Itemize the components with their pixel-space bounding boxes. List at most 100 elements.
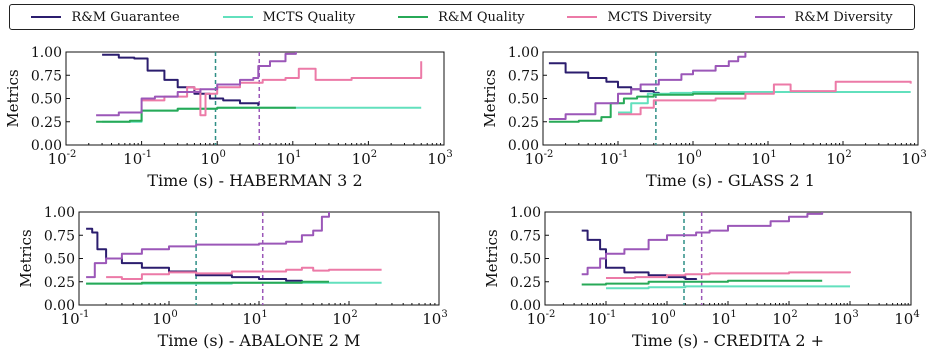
y-tick-label: 1.00 [44, 205, 75, 221]
x-tick-exponent: 1 [770, 149, 776, 160]
x-tick-exponent: -2 [67, 149, 77, 160]
y-tick-label: 0.25 [510, 275, 541, 291]
y-tick-label: 0.00 [508, 138, 539, 154]
x-tick-exponent: 1 [261, 309, 267, 320]
x-axis-label: Time (s) - ABALONE 2 M [158, 331, 361, 349]
series-line-r-m-guarantee [86, 227, 303, 282]
x-tick-exponent: 0 [669, 309, 675, 320]
series-line-r-m-quality [548, 92, 746, 123]
y-tick-label: 0.75 [31, 68, 62, 84]
x-tick-label: 100 [152, 309, 177, 328]
y-tick-label: 0.50 [510, 252, 541, 268]
legend-item-rm-diversity: R&M Diversity [754, 9, 893, 25]
x-tick-label: 101 [711, 309, 736, 328]
series-line-r-m-guarantee [548, 62, 660, 94]
legend-label: R&M Quality [438, 9, 525, 25]
x-tick-label: 101 [751, 149, 776, 168]
y-tick-label: 0.75 [508, 68, 539, 84]
legend-label: MCTS Quality [262, 9, 356, 25]
x-axis-label: Time (s) - HABERMAN 3 2 [147, 171, 362, 190]
plot-frame [65, 51, 445, 146]
x-tick-exponent: 1 [295, 149, 301, 160]
y-axis-label: Metrics [17, 229, 35, 287]
x-tick-label: 10-1 [588, 309, 617, 328]
x-tick-exponent: 3 [441, 309, 447, 320]
x-tick-exponent: 2 [371, 149, 377, 160]
y-tick-label: 1.00 [510, 205, 541, 221]
x-tick-label: 10-2 [527, 309, 556, 328]
series-line-r-m-diversity [581, 212, 824, 276]
x-tick-label: 103 [833, 309, 858, 328]
y-tick-label: 0.25 [31, 115, 62, 131]
x-tick-exponent: 1 [730, 309, 736, 320]
series-line-r-m-quality [581, 279, 823, 286]
legend-item-rm-guarantee: R&M Guarantee [31, 9, 180, 25]
x-tick-exponent: 2 [845, 149, 851, 160]
legend-label: R&M Diversity [794, 9, 893, 25]
x-tick-label: 102 [826, 149, 851, 168]
x-tick-label: 10-2 [525, 149, 554, 168]
y-tick-label: 0.50 [508, 92, 539, 108]
series-line-mcts-diversity [106, 266, 382, 280]
x-tick-label: 10-2 [48, 149, 77, 168]
y-tick-label: 0.50 [31, 92, 62, 108]
x-tick-exponent: 3 [446, 149, 452, 160]
x-tick-label: 10-1 [123, 149, 152, 168]
x-tick-label: 103 [427, 149, 452, 168]
x-tick-label: 103 [422, 309, 447, 328]
x-tick-exponent: 2 [351, 309, 357, 320]
x-tick-label: 102 [352, 149, 377, 168]
y-tick-label: 0.00 [44, 298, 75, 314]
x-tick-label: 104 [894, 309, 919, 328]
x-tick-label: 103 [901, 149, 926, 168]
plot-frame [78, 211, 440, 306]
x-tick-exponent: 0 [220, 149, 226, 160]
legend-swatch [222, 16, 253, 18]
x-tick-exponent: 4 [913, 309, 919, 320]
x-tick-label: 102 [772, 309, 797, 328]
legend: R&M Guarantee MCTS Quality R&M Quality M… [9, 4, 915, 30]
legend-swatch [398, 16, 429, 18]
series-line-mcts-quality [606, 285, 850, 290]
y-tick-label: 1.00 [31, 45, 62, 61]
x-axis-label: Time (s) - CREDITA 2 + [632, 331, 824, 349]
series-line-r-m-diversity [96, 52, 297, 117]
series-line-r-m-quality [96, 106, 296, 123]
y-tick-label: 0.75 [510, 228, 541, 244]
x-tick-label: 101 [276, 149, 301, 168]
y-axis-label: Metrics [483, 229, 501, 287]
y-tick-label: 1.00 [508, 45, 539, 61]
x-tick-exponent: -2 [544, 149, 554, 160]
legend-label: MCTS Diversity [607, 9, 712, 25]
y-axis-label: Metrics [4, 69, 22, 127]
series-line-mcts-diversity [606, 271, 851, 279]
y-tick-label: 0.00 [31, 138, 62, 154]
legend-label: R&M Guarantee [71, 9, 180, 25]
x-tick-exponent: -1 [142, 149, 152, 160]
x-tick-exponent: -1 [80, 309, 90, 320]
y-tick-label: 0.25 [508, 115, 539, 131]
x-tick-label: 101 [242, 309, 267, 328]
x-tick-exponent: 3 [852, 309, 858, 320]
legend-swatch [754, 16, 785, 18]
x-axis-label: Time (s) - GLASS 2 1 [646, 171, 815, 190]
x-tick-exponent: 3 [920, 149, 926, 160]
x-tick-label: 102 [332, 309, 357, 328]
x-tick-label: 10-1 [600, 149, 629, 168]
series-line-r-m-diversity [86, 212, 330, 279]
x-tick-label: 10-1 [61, 309, 90, 328]
legend-item-mcts-quality: MCTS Quality [222, 9, 356, 25]
series-line-mcts-quality [618, 91, 911, 114]
series-line-r-m-quality [86, 280, 329, 285]
y-tick-label: 0.00 [510, 298, 541, 314]
x-tick-exponent: -1 [619, 149, 629, 160]
y-tick-label: 0.75 [44, 228, 75, 244]
series-line-r-m-guarantee [581, 229, 698, 280]
x-tick-label: 100 [676, 149, 701, 168]
series-line-r-m-guarantee [102, 53, 260, 106]
y-tick-label: 0.25 [44, 275, 75, 291]
legend-swatch [31, 16, 62, 18]
